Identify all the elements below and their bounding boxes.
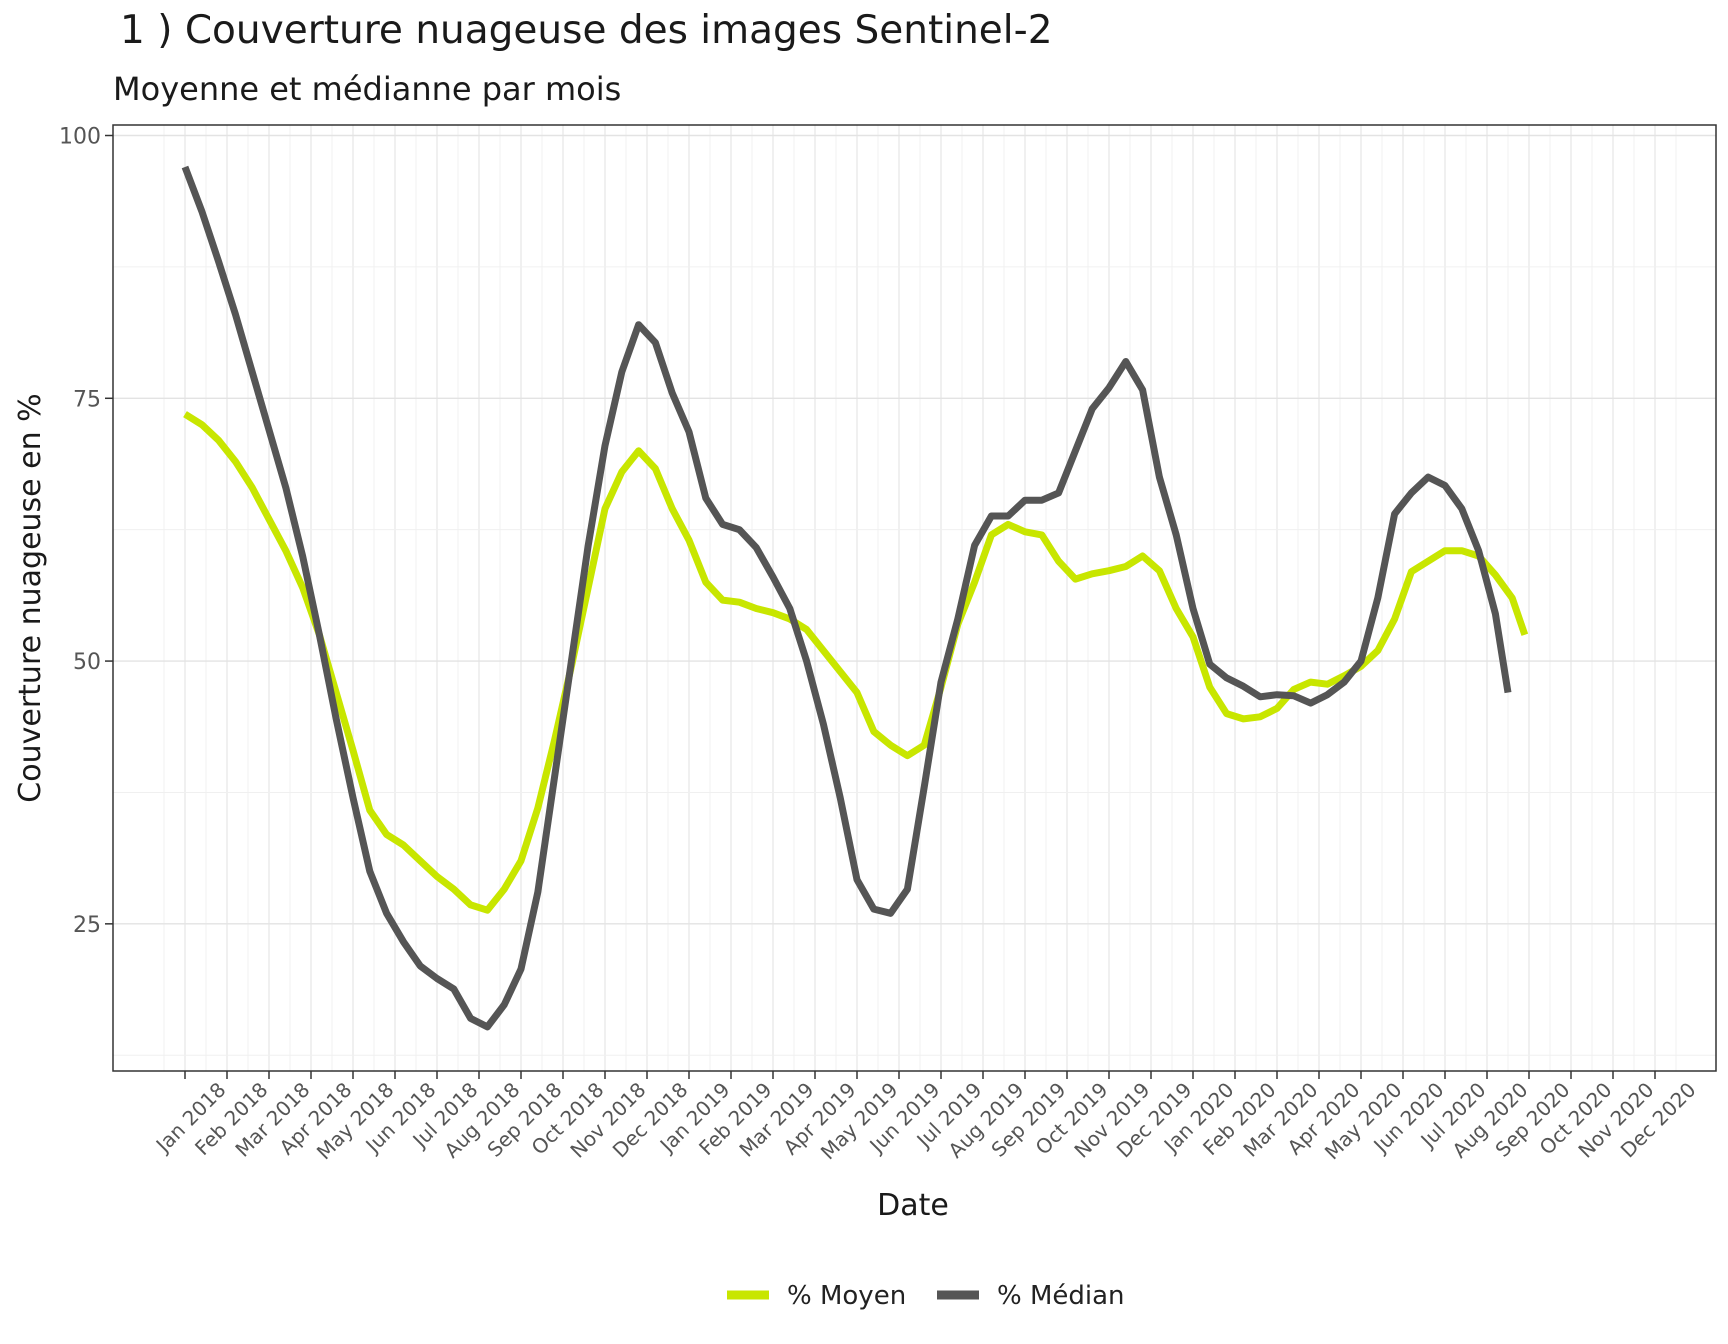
series-lines	[181, 165, 1529, 1031]
y-axis-title: Couverture nuageuse en %	[13, 393, 48, 802]
x-axis-title: Date	[877, 1188, 949, 1223]
y-axis-ticks: 25 50 75 100	[59, 125, 113, 938]
chart-subtitle: Moyenne et médianne par mois	[113, 70, 622, 108]
y-tick-label: 50	[73, 650, 101, 675]
legend: % Moyen % Médian	[727, 1281, 1125, 1311]
legend-label: % Moyen	[787, 1281, 906, 1311]
series-line-moyen	[183, 411, 1529, 914]
plot-panel-border	[112, 124, 1717, 1072]
chart-title: 1 ) Couverture nuageuse des images Senti…	[120, 8, 1053, 53]
series-line-m-dian	[181, 165, 1512, 1031]
grid	[113, 125, 1716, 1071]
y-tick-label: 100	[59, 125, 101, 150]
legend-label: % Médian	[997, 1281, 1125, 1311]
y-tick-label: 25	[73, 913, 101, 938]
y-tick-label: 75	[73, 387, 101, 412]
